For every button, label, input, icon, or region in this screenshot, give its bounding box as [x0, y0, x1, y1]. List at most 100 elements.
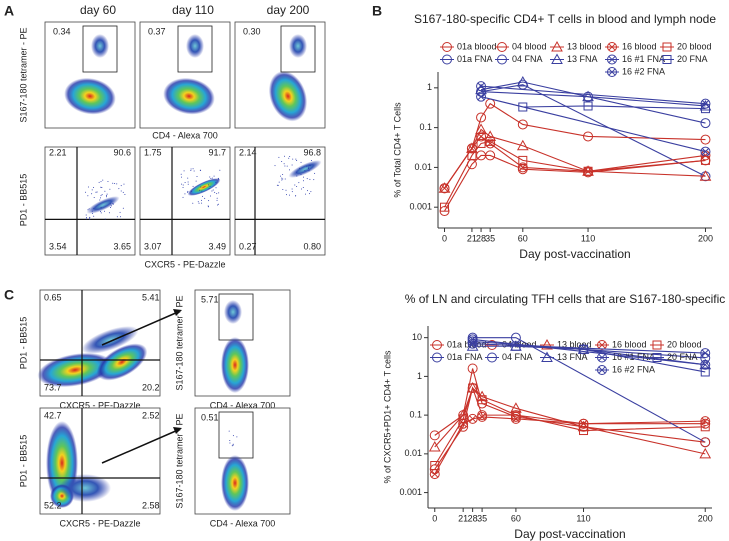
- marker-part: [519, 163, 527, 171]
- gate-value: 0.51: [201, 412, 219, 422]
- cell-dot: [310, 160, 312, 162]
- data-point: [467, 150, 477, 160]
- axis-title: PD1 - BB515: [18, 435, 28, 488]
- marker-part: [652, 353, 662, 362]
- legend-label: 13 FNA: [567, 54, 598, 64]
- legend-label: 13 FNA: [557, 352, 588, 362]
- marker-part: [583, 101, 593, 111]
- axis-title: CXCR5 - PE-Dazzle: [144, 259, 225, 269]
- cell-dot: [187, 183, 189, 185]
- legend-label: 16 #2 FNA: [612, 364, 655, 374]
- marker-part: [429, 430, 440, 441]
- x-tick-label: 0: [432, 513, 437, 523]
- cell-dot: [281, 177, 283, 179]
- quadrant-value: 20.2: [142, 382, 160, 392]
- cell-dot: [201, 195, 203, 197]
- data-point: [485, 136, 495, 146]
- data-point: [476, 138, 486, 148]
- marker-part: [510, 402, 522, 413]
- data-point: [429, 469, 440, 480]
- cell-dot: [304, 193, 306, 195]
- data-point: [476, 131, 487, 142]
- series-line: [434, 386, 706, 470]
- cell-dot: [308, 170, 310, 172]
- cell-dot: [87, 186, 89, 188]
- cell-dot: [187, 190, 189, 192]
- data-point: [700, 118, 711, 129]
- legend-label: 20 FNA: [667, 352, 698, 362]
- marker-part: [652, 340, 662, 350]
- cell-dot: [215, 181, 217, 183]
- cell-dot: [310, 165, 312, 167]
- cell-dot: [232, 444, 234, 446]
- marker-part: [583, 166, 593, 176]
- data-point: [430, 461, 440, 471]
- y-axis-title: % of CXCR5+PD1+ CD4+ T cells: [382, 350, 392, 483]
- cell-dot: [208, 200, 210, 202]
- legend-label: 04 blood: [512, 41, 547, 51]
- cell-dot: [93, 208, 95, 210]
- cell-dot: [85, 191, 87, 193]
- panel-label: C: [4, 287, 14, 303]
- series-line: [480, 84, 706, 177]
- cell-dot: [302, 187, 304, 189]
- cell-dot: [192, 185, 194, 187]
- marker-part: [467, 363, 478, 374]
- cell-dot: [279, 175, 281, 177]
- quadrant-value: 90.6: [113, 147, 131, 157]
- legend-marker: [662, 55, 672, 64]
- cell-dot: [291, 164, 293, 166]
- marker-part: [511, 410, 521, 420]
- cell-density: [224, 300, 242, 324]
- marker-part: [442, 42, 452, 52]
- x-tick-label: 110: [581, 233, 595, 243]
- cell-dot: [89, 218, 91, 220]
- marker-part: [608, 68, 616, 76]
- marker-part: [440, 202, 450, 212]
- cell-dot: [100, 195, 102, 197]
- y-tick-label: 0.001: [409, 202, 432, 212]
- cell-dot: [204, 197, 206, 199]
- column-header: day 60: [80, 3, 116, 17]
- data-point: [440, 202, 450, 212]
- legend-marker: [541, 338, 553, 350]
- cell-dot: [91, 189, 93, 191]
- cell-dot: [292, 158, 294, 160]
- quadrant-value: 0.27: [239, 241, 257, 251]
- legend-marker: [662, 42, 672, 52]
- cell-dot: [100, 181, 102, 183]
- cell-dot: [236, 436, 238, 438]
- series-line: [444, 102, 706, 189]
- marker-part: [583, 131, 594, 142]
- marker-part: [699, 447, 712, 459]
- legend-label: 01a blood: [447, 339, 487, 349]
- data-point: [468, 383, 478, 393]
- x-tick-label: 21: [458, 513, 468, 523]
- series-line: [472, 343, 706, 354]
- cell-dot: [282, 174, 284, 176]
- cell-dot: [291, 191, 293, 193]
- legend-marker: [652, 340, 662, 350]
- axis-title: S167-180 tetramer - PE: [18, 27, 28, 122]
- marker-part: [700, 104, 710, 114]
- plot-frame: [44, 146, 136, 256]
- cell-dot: [192, 168, 194, 170]
- cell-dot: [182, 184, 184, 186]
- axis-title: CD4 - Alexa 700: [210, 400, 276, 410]
- cell-dot: [119, 211, 121, 213]
- cell-density: [289, 34, 307, 58]
- cell-dot: [103, 210, 105, 212]
- x-tick-label: 110: [576, 513, 590, 523]
- cell-dot: [295, 158, 297, 160]
- series-line: [444, 154, 706, 212]
- marker-part: [468, 144, 476, 152]
- x-tick-label: 28: [468, 513, 478, 523]
- cell-density: [86, 196, 120, 214]
- data-point: [700, 104, 710, 114]
- cell-dot: [181, 176, 183, 178]
- data-point: [477, 395, 487, 405]
- series-line: [522, 105, 706, 110]
- cell-dot: [100, 211, 102, 213]
- gate: [280, 25, 316, 73]
